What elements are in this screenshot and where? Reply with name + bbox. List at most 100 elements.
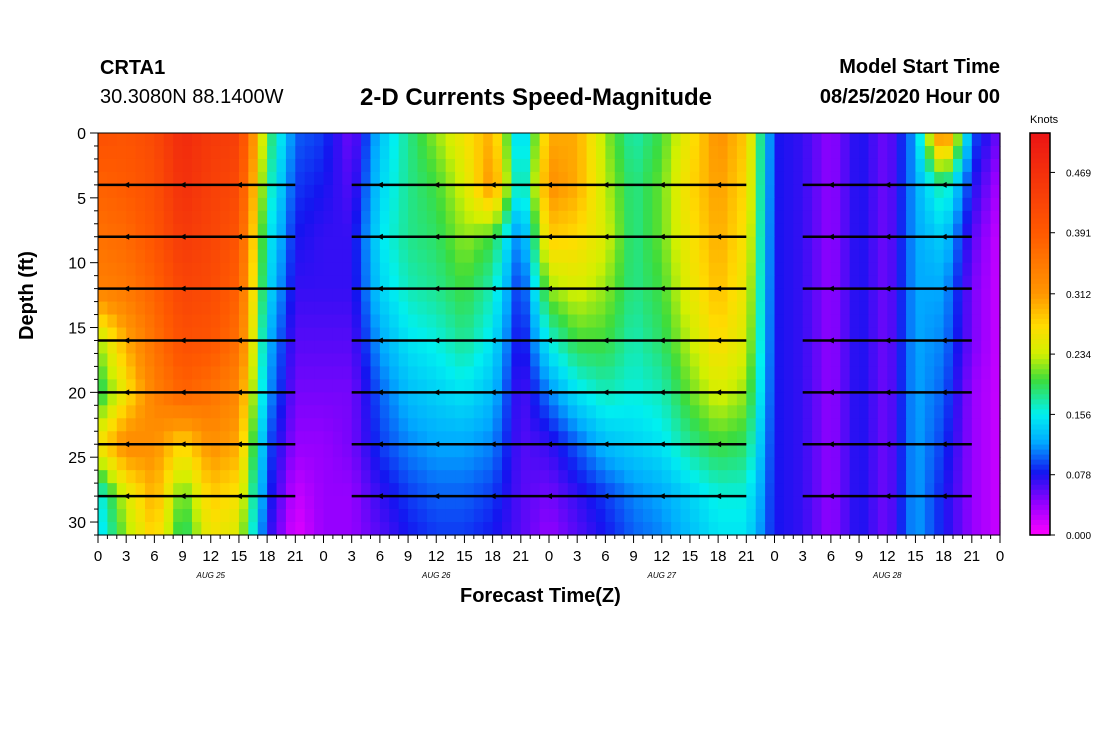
heatmap-cell <box>370 314 381 329</box>
colorbar-swatch <box>1030 208 1050 215</box>
heatmap-cell <box>783 158 794 173</box>
heatmap-cell <box>567 366 578 380</box>
heatmap-cell <box>896 301 907 316</box>
x-tick-label: 6 <box>601 548 609 565</box>
heatmap-cell <box>210 236 221 251</box>
heatmap-cell <box>624 444 635 458</box>
heatmap-cell <box>774 483 785 497</box>
heatmap-cell <box>736 418 747 432</box>
vector-arrowhead <box>940 441 947 448</box>
heatmap-cell <box>661 210 672 225</box>
heatmap-cell <box>812 353 823 368</box>
heatmap-cell <box>652 133 663 147</box>
heatmap-cell <box>718 522 729 536</box>
heatmap-cell <box>107 314 118 329</box>
heatmap-cell <box>408 223 419 238</box>
heatmap-cell <box>586 470 597 484</box>
heatmap-cell <box>154 210 165 225</box>
heatmap-cell <box>624 171 635 186</box>
heatmap-cell <box>426 210 437 225</box>
heatmap-cell <box>238 327 249 342</box>
heatmap-cell <box>398 431 409 445</box>
heatmap-cell <box>689 314 700 329</box>
heatmap-cell <box>924 392 935 406</box>
heatmap-cell <box>332 483 343 497</box>
colorbar-swatch <box>1030 288 1050 295</box>
heatmap-cell <box>408 431 419 445</box>
heatmap-cell <box>135 223 146 238</box>
heatmap-cell <box>642 379 653 393</box>
heatmap-cell <box>595 470 606 484</box>
heatmap-cell <box>765 171 776 186</box>
heatmap-cell <box>98 379 108 393</box>
heatmap-cell <box>736 236 747 251</box>
heatmap-cell <box>539 405 550 419</box>
heatmap-cell <box>783 379 794 393</box>
heatmap-cell <box>812 340 823 355</box>
heatmap-cell <box>558 431 569 445</box>
heatmap-cell <box>464 314 475 329</box>
heatmap-cell <box>370 145 381 160</box>
heatmap-cell <box>173 223 184 238</box>
heatmap-cell <box>144 418 155 432</box>
heatmap-cell <box>765 314 776 329</box>
vector-arrowhead <box>546 285 552 292</box>
heatmap-cell <box>304 418 315 432</box>
heatmap-cell <box>154 249 165 264</box>
heatmap-cell <box>549 171 559 186</box>
heatmap-cell <box>595 483 606 497</box>
heatmap-cell <box>126 314 137 329</box>
heatmap-cell <box>661 249 672 264</box>
heatmap-cell <box>304 210 315 225</box>
heatmap-cell <box>652 405 663 419</box>
heatmap-cell <box>558 171 569 186</box>
heatmap-cell <box>483 483 494 497</box>
heatmap-cell <box>332 405 343 419</box>
heatmap-cell <box>633 353 644 368</box>
heatmap-cell <box>680 145 691 160</box>
heatmap-cell <box>595 184 606 199</box>
heatmap-cell <box>718 158 729 173</box>
heatmap-cell <box>859 457 870 471</box>
heatmap-cell <box>652 184 663 199</box>
heatmap-cell <box>586 509 597 523</box>
heatmap-cell <box>680 210 691 225</box>
heatmap-cell <box>586 158 597 173</box>
heatmap-cell <box>492 496 503 510</box>
heatmap-cell <box>323 249 334 264</box>
heatmap-cell <box>840 275 851 290</box>
vector-arrowhead <box>235 285 242 292</box>
heatmap-cell <box>708 184 719 199</box>
heatmap-cell <box>577 275 588 290</box>
heatmap-cell <box>680 223 691 238</box>
heatmap-cell <box>473 496 484 510</box>
heatmap-cell <box>849 275 860 290</box>
heatmap-cell <box>98 340 108 355</box>
heatmap-cell <box>924 249 935 264</box>
heatmap-cell <box>577 470 588 484</box>
heatmap-cell <box>924 418 935 432</box>
heatmap-cell <box>539 457 550 471</box>
heatmap-cell <box>379 405 390 419</box>
heatmap-cell <box>304 509 315 523</box>
heatmap-cell <box>906 483 917 497</box>
heatmap-cell <box>173 379 184 393</box>
heatmap-cell <box>727 184 738 199</box>
heatmap-cell <box>633 483 644 497</box>
heatmap-cell <box>981 522 992 536</box>
colorbar-swatch <box>1030 258 1050 265</box>
heatmap-cell <box>558 262 569 277</box>
heatmap-cell <box>934 301 945 316</box>
heatmap-cell <box>783 522 794 536</box>
heatmap-cell <box>408 379 419 393</box>
heatmap-cell <box>530 262 541 277</box>
heatmap-cell <box>774 314 785 329</box>
heatmap-cell <box>718 392 729 406</box>
heatmap-cell <box>830 457 841 471</box>
heatmap-cell <box>285 431 296 445</box>
heatmap-cell <box>633 133 644 147</box>
heatmap-cell <box>126 301 137 316</box>
heatmap-cell <box>699 210 710 225</box>
heatmap-cell <box>267 288 278 303</box>
heatmap-cell <box>859 483 870 497</box>
